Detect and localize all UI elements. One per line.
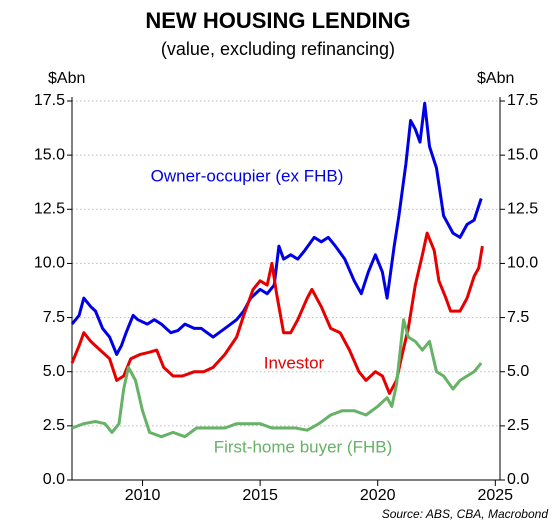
y-tick-label: 5.0: [43, 363, 65, 380]
y-tick-label: 15.0: [34, 146, 65, 163]
series-label: Investor: [264, 353, 325, 372]
y2-tick-label: 15.0: [507, 146, 538, 163]
chart-title: NEW HOUSING LENDING: [145, 8, 410, 33]
y-tick-label: 10.0: [34, 255, 65, 272]
series-line: [71, 318, 483, 439]
y2-tick-label: 0.0: [507, 471, 529, 488]
chart-subtitle: (value, excluding refinancing): [161, 39, 395, 59]
x-tick-label: 2025: [477, 487, 513, 504]
series-label: First-home buyer (FHB): [214, 437, 393, 456]
series-line: [70, 101, 483, 356]
y-tick-label: 2.5: [43, 417, 65, 434]
y-tick-label: 12.5: [34, 201, 65, 218]
y2-tick-label: 10.0: [507, 255, 538, 272]
y2-tick-label: 7.5: [507, 309, 529, 326]
series-label: Owner-occupier (ex FHB): [151, 166, 344, 185]
y2-tick-label: 5.0: [507, 363, 529, 380]
y-tick-label: 0.0: [43, 471, 65, 488]
y-tick-label: 7.5: [43, 309, 65, 326]
y-tick-label: 17.5: [34, 92, 65, 109]
y2-axis-label: $Abn: [477, 70, 514, 87]
x-tick-label: 2010: [125, 487, 161, 504]
y2-tick-label: 17.5: [507, 92, 538, 109]
y2-tick-label: 12.5: [507, 201, 538, 218]
x-tick-label: 2015: [242, 487, 278, 504]
x-tick-label: 2020: [360, 487, 396, 504]
y2-tick-label: 2.5: [507, 417, 529, 434]
series-line: [70, 231, 484, 395]
y-axis-label: $Abn: [48, 70, 85, 87]
source-note: Source: ABS, CBA, Macrobond: [382, 507, 549, 521]
